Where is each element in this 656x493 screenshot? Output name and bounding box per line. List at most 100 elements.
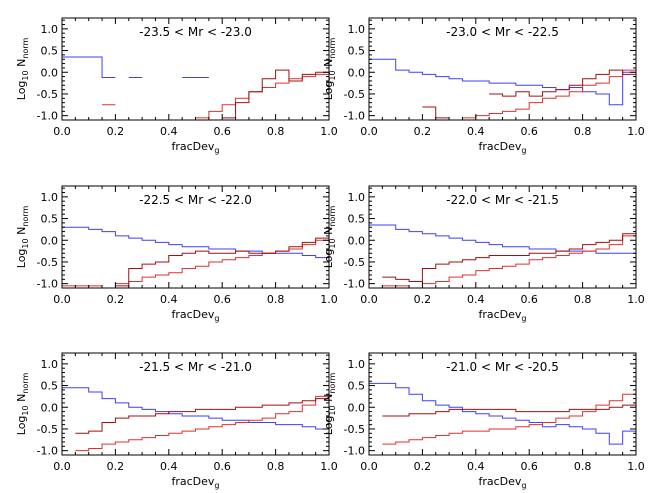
y-tick-label: -0.5 xyxy=(37,423,58,436)
x-tick-label: 0.2 xyxy=(414,293,432,306)
x-tick-label: 1.0 xyxy=(627,293,645,306)
y-tick-label: 0.5 xyxy=(41,45,59,58)
x-tick-label: 0.6 xyxy=(213,125,231,138)
x-tick-label: 0.6 xyxy=(520,293,538,306)
x-tick-label: 1.0 xyxy=(320,460,338,473)
panel-3: 0.0 0.2 0.4 0.6 0.8 1.0 -1.0 -0.5 0.0 0.5 1.0 -22.5… xyxy=(15,185,338,323)
series-group xyxy=(369,382,636,445)
histogram-series-1 xyxy=(369,58,636,106)
x-tick-label: 0.4 xyxy=(467,460,485,473)
y-tick-label: -1.0 xyxy=(37,445,58,458)
histogram-series-3 xyxy=(382,404,636,417)
y-tick-label: -0.5 xyxy=(37,88,58,101)
x-axis-label: fracDevg xyxy=(171,308,219,323)
x-tick-label: 0.4 xyxy=(467,125,485,138)
histogram-series-2 xyxy=(462,69,636,119)
x-tick-label: 0.0 xyxy=(360,125,378,138)
x-tick-label: 0.8 xyxy=(267,293,285,306)
y-tick-label: 0.5 xyxy=(41,380,59,393)
x-tick-label: 1.0 xyxy=(627,460,645,473)
x-tick-label: 0.2 xyxy=(414,125,432,138)
x-axis-label: fracDevg xyxy=(478,475,526,490)
histogram-series-3 xyxy=(115,237,329,287)
y-tick-label: 0.0 xyxy=(348,66,366,79)
x-axis-label: fracDevg xyxy=(171,475,219,490)
panel-title: -23.5 < Mr < -23.0 xyxy=(139,25,252,39)
x-tick-label: 0.0 xyxy=(360,460,378,473)
panel-title: -22.0 < Mr < -21.5 xyxy=(446,193,559,207)
x-tick-label: 0.0 xyxy=(53,125,71,138)
histogram-series-3 xyxy=(422,69,636,119)
series-group xyxy=(369,58,636,119)
x-tick-label: 0.2 xyxy=(107,125,125,138)
series-group xyxy=(369,224,636,287)
y-tick-label: 1.0 xyxy=(41,23,59,36)
y-tick-label: 0.0 xyxy=(348,401,366,414)
histogram-series-3 xyxy=(382,233,636,282)
x-tick-label: 0.8 xyxy=(574,293,592,306)
y-tick-label: -1.0 xyxy=(37,278,58,291)
y-tick-label: -1.0 xyxy=(37,110,58,123)
y-tick-label: -0.5 xyxy=(344,88,365,101)
x-tick-label: 0.0 xyxy=(53,460,71,473)
x-tick-label: 0.0 xyxy=(360,293,378,306)
histogram-series-2 xyxy=(382,393,636,445)
x-tick-label: 0.6 xyxy=(213,460,231,473)
panel-6: 0.0 0.2 0.4 0.6 0.8 1.0 -1.0 -0.5 0.0 0.5 1.0 -21.0… xyxy=(322,352,645,490)
x-tick-label: 0.6 xyxy=(213,293,231,306)
y-tick-label: -1.0 xyxy=(344,110,365,123)
y-tick-label: 0.5 xyxy=(348,213,366,226)
histogram-series-3 xyxy=(222,69,329,119)
x-tick-label: 0.8 xyxy=(267,460,285,473)
y-tick-label: 1.0 xyxy=(348,358,366,371)
x-tick-label: 1.0 xyxy=(627,125,645,138)
x-tick-label: 0.2 xyxy=(107,293,125,306)
y-tick-label: 0.5 xyxy=(348,380,366,393)
panel-title: -22.5 < Mr < -22.0 xyxy=(139,193,252,207)
panel-5: 0.0 0.2 0.4 0.6 0.8 1.0 -1.0 -0.5 0.0 0.5 1.0 -21.5… xyxy=(15,352,338,490)
y-tick-label: -1.0 xyxy=(344,278,365,291)
y-tick-label: 1.0 xyxy=(41,358,59,371)
histogram-series-2 xyxy=(75,395,329,452)
series-group xyxy=(62,226,329,287)
series-group xyxy=(62,56,329,119)
y-tick-label: -1.0 xyxy=(344,445,365,458)
x-tick-label: 0.8 xyxy=(267,125,285,138)
x-tick-label: 0.4 xyxy=(160,460,178,473)
x-tick-label: 0.6 xyxy=(520,460,538,473)
panel-1: 0.0 0.2 0.4 0.6 0.8 1.0 -1.0 -0.5 0.0 0.5 1.0 -23.5… xyxy=(15,17,338,155)
histogram-series-1 xyxy=(62,226,329,259)
x-tick-label: 1.0 xyxy=(320,125,338,138)
histogram-series-1 xyxy=(62,387,329,430)
histogram-series-1 xyxy=(62,56,209,78)
x-tick-label: 0.2 xyxy=(107,460,125,473)
panel-title: -23.0 < Mr < -22.5 xyxy=(446,25,559,39)
x-tick-label: 0.2 xyxy=(414,460,432,473)
y-tick-label: 0.0 xyxy=(41,234,59,247)
histogram-series-1 xyxy=(369,382,636,445)
x-tick-label: 1.0 xyxy=(320,293,338,306)
histogram-series-1 xyxy=(369,224,636,254)
y-tick-label: 0.5 xyxy=(41,213,59,226)
y-tick-label: 0.5 xyxy=(348,45,366,58)
x-tick-label: 0.8 xyxy=(574,460,592,473)
x-tick-label: 0.8 xyxy=(574,125,592,138)
x-axis-label: fracDevg xyxy=(478,140,526,155)
x-tick-label: 0.4 xyxy=(160,293,178,306)
panel-title: -21.5 < Mr < -21.0 xyxy=(139,360,252,374)
panel-2: 0.0 0.2 0.4 0.6 0.8 1.0 -1.0 -0.5 0.0 0.5 1.0 -23.0… xyxy=(322,17,645,155)
y-tick-label: -0.5 xyxy=(344,423,365,436)
y-tick-label: 0.0 xyxy=(41,401,59,414)
y-tick-label: 0.0 xyxy=(41,66,59,79)
x-axis-label: fracDevg xyxy=(171,140,219,155)
y-tick-label: 0.0 xyxy=(348,234,366,247)
series-group xyxy=(62,387,329,452)
y-tick-label: 1.0 xyxy=(41,191,59,204)
y-tick-label: 1.0 xyxy=(348,23,366,36)
y-tick-label: -0.5 xyxy=(344,256,365,269)
histogram-series-3 xyxy=(75,398,329,434)
x-tick-label: 0.0 xyxy=(53,293,71,306)
panel-title: -21.0 < Mr < -20.5 xyxy=(446,360,559,374)
